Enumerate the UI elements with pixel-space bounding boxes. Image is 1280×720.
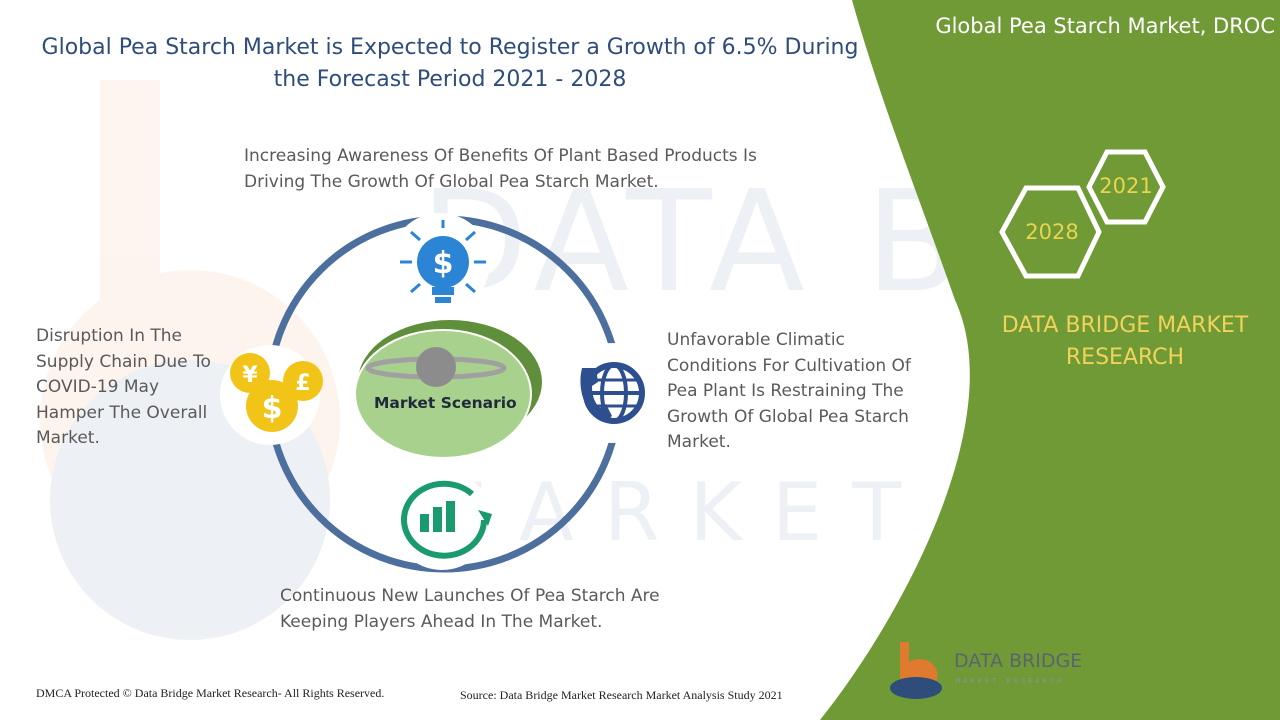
challenges-text: Disruption In The Supply Chain Due To CO… <box>36 326 211 448</box>
currency-coins-icon: ¥ £ $ <box>230 353 323 432</box>
hex-year-2021: 2021 <box>1099 174 1153 198</box>
svg-text:$: $ <box>433 246 454 281</box>
planet-icon <box>365 347 507 387</box>
hexagon-2021 <box>1086 149 1166 225</box>
brand-line-2: RESEARCH <box>1065 345 1185 370</box>
center-label: Market Scenario <box>374 394 517 412</box>
hexagon-2028 <box>999 185 1102 279</box>
opportunities-text: Continuous New Launches Of Pea Starch Ar… <box>280 586 660 632</box>
page-title: Global Pea Starch Market is Expected to … <box>41 35 859 92</box>
growth-chart-icon <box>401 480 492 559</box>
lightbulb-dollar-icon: $ <box>400 220 486 303</box>
green-side-panel <box>820 0 1280 720</box>
data-bridge-logo-mark <box>890 642 942 699</box>
source-footer: Source: Data Bridge Market Research Mark… <box>460 688 783 702</box>
logo-name: DATA BRIDGE <box>954 650 1083 672</box>
drivers-text: Increasing Awareness Of Benefits Of Plan… <box>244 146 757 192</box>
logo-subtitle: MARKET RESEARCH <box>956 677 1065 685</box>
copyright-footer: DMCA Protected © Data Bridge Market Rese… <box>36 686 385 700</box>
svg-text:$: $ <box>262 391 283 426</box>
brand-text: DATA BRIDGE MARKET RESEARCH <box>990 310 1260 374</box>
brand-line-1: DATA BRIDGE MARKET <box>1001 313 1249 338</box>
restraints-text: Unfavorable Climatic Conditions For Cult… <box>667 330 911 452</box>
globe-phone-icon <box>580 362 645 424</box>
svg-text:£: £ <box>295 371 310 396</box>
hex-year-2028: 2028 <box>1025 220 1079 244</box>
svg-text:¥: ¥ <box>242 363 258 388</box>
side-panel-heading: Global Pea Starch Market, DROC <box>935 14 1275 38</box>
